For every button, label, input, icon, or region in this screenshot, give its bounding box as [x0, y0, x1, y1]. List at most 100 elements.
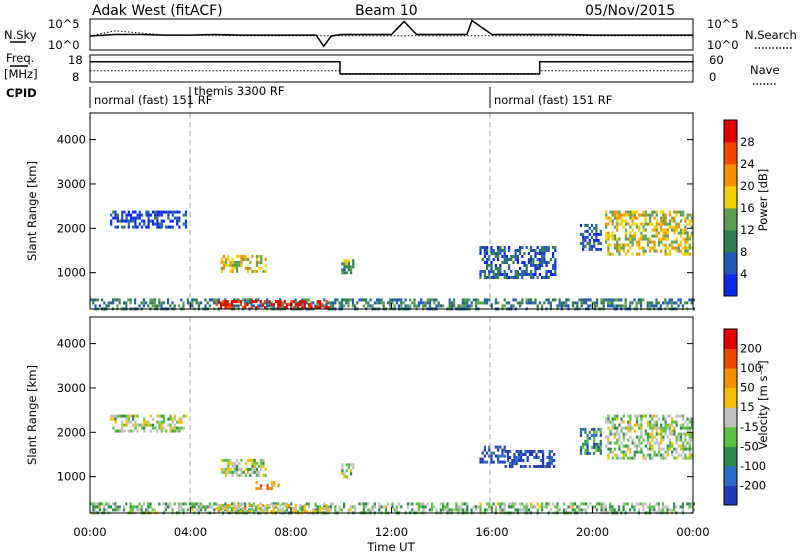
velocity-echo-cell — [350, 463, 352, 466]
velocity-echo-cell — [115, 421, 117, 424]
velocity-echo-cell — [610, 430, 612, 433]
velocity-echo-cell — [178, 508, 180, 511]
power-echo-cell — [348, 268, 350, 271]
velocity-echo-cell — [572, 502, 574, 505]
power-echo-cell — [537, 258, 539, 261]
velocity-colorbar-swatch — [724, 446, 737, 466]
power-echo-cell — [154, 304, 156, 307]
power-echo-cell — [121, 211, 123, 214]
power-echo-cell — [409, 298, 411, 301]
power-echo-cell — [236, 270, 238, 273]
velocity-echo-cell — [612, 421, 614, 424]
velocity-echo-cell — [553, 465, 555, 468]
power-echo-cell — [629, 241, 631, 244]
power-echo-cell — [125, 301, 127, 304]
power-echo-cell — [616, 238, 618, 241]
velocity-echo-cell — [634, 445, 636, 448]
velocity-echo-cell — [281, 502, 283, 505]
power-echo-cell — [451, 304, 453, 307]
velocity-echo-cell — [152, 424, 154, 427]
power-echo-cell — [506, 301, 508, 304]
power-echo-cell — [539, 261, 541, 264]
velocity-echo-cell — [258, 487, 260, 490]
velocity-echo-cell — [622, 508, 624, 511]
velocity-echo-cell — [513, 453, 515, 456]
velocity-echo-cell — [457, 505, 459, 508]
velocity-echo-cell — [224, 507, 226, 510]
velocity-echo-cell — [621, 421, 623, 424]
power-echo-cell — [504, 298, 506, 301]
power-echo-cell — [227, 258, 229, 261]
velocity-echo-cell — [497, 449, 499, 452]
power-echo-cell — [687, 238, 689, 241]
power-echo-cell — [495, 276, 497, 279]
velocity-echo-cell — [105, 508, 107, 511]
velocity-echo-cell — [174, 502, 176, 505]
power-echo-cell — [662, 301, 664, 304]
power-echo-cell — [638, 301, 640, 304]
velocity-echo-cell — [607, 448, 609, 451]
power-echo-cell — [330, 301, 332, 304]
velocity-echo-cell — [132, 508, 134, 511]
freq-series — [90, 62, 693, 74]
velocity-echo-cell — [680, 445, 682, 448]
power-echo-cell — [347, 304, 349, 307]
power-echo-cell — [105, 304, 107, 307]
velocity-echo-cell — [621, 457, 623, 460]
power-echo-cell — [486, 261, 488, 264]
power-echo-cell — [521, 301, 523, 304]
power-echo-cell — [640, 298, 642, 301]
velocity-echo-cell — [634, 424, 636, 427]
power-echo-cell — [134, 223, 136, 226]
velocity-echo-cell — [115, 415, 117, 418]
velocity-echo-cell — [552, 502, 554, 505]
power-echo-cell — [671, 298, 673, 301]
velocity-echo-cell — [119, 505, 121, 508]
velocity-echo-cell — [651, 424, 653, 427]
power-echo-cell — [416, 304, 418, 307]
velocity-echo-cell — [636, 451, 638, 454]
velocity-echo-cell — [455, 508, 457, 511]
power-echo-cell — [176, 211, 178, 214]
velocity-echo-cell — [616, 433, 618, 436]
power-echo-cell — [664, 301, 666, 304]
power-colorbar-swatch — [724, 230, 737, 252]
velocity-echo-cell — [631, 502, 633, 505]
velocity-echo-cell — [187, 508, 189, 511]
velocity-echo-cell — [684, 436, 686, 439]
power-echo-cell — [116, 304, 118, 307]
velocity-echo-cell — [130, 421, 132, 424]
velocity-echo-cell — [676, 415, 678, 418]
velocity-echo-cell — [277, 502, 279, 505]
velocity-echo-cell — [587, 443, 589, 446]
power-echo-cell — [477, 301, 479, 304]
power-echo-cell — [671, 301, 673, 304]
power-echo-cell — [258, 267, 260, 270]
velocity-echo-cell — [165, 502, 167, 505]
velocity-echo-cell — [475, 505, 477, 508]
power-echo-cell — [148, 214, 150, 217]
power-echo-cell — [224, 303, 226, 306]
power-echo-cell — [651, 214, 653, 217]
velocity-echo-cell — [618, 445, 620, 448]
power-echo-cell — [605, 241, 607, 244]
power-echo-cell — [625, 220, 627, 223]
power-echo-cell — [246, 298, 248, 301]
power-echo-cell — [378, 301, 380, 304]
power-echo-cell — [387, 301, 389, 304]
velocity-echo-cell — [444, 505, 446, 508]
power-echo-cell — [154, 301, 156, 304]
power-echo-cell — [636, 244, 638, 247]
velocity-echo-cell — [580, 452, 582, 455]
power-echo-cell — [680, 241, 682, 244]
velocity-echo-cell — [551, 459, 553, 462]
beam-title: Beam 10 — [355, 3, 418, 19]
power-echo-cell — [244, 303, 246, 306]
power-echo-cell — [400, 301, 402, 304]
velocity-echo-cell — [610, 451, 612, 454]
velocity-echo-cell — [152, 418, 154, 421]
velocity-echo-cell — [141, 424, 143, 427]
velocity-echo-cell — [378, 505, 380, 508]
velocity-echo-cell — [159, 415, 161, 418]
